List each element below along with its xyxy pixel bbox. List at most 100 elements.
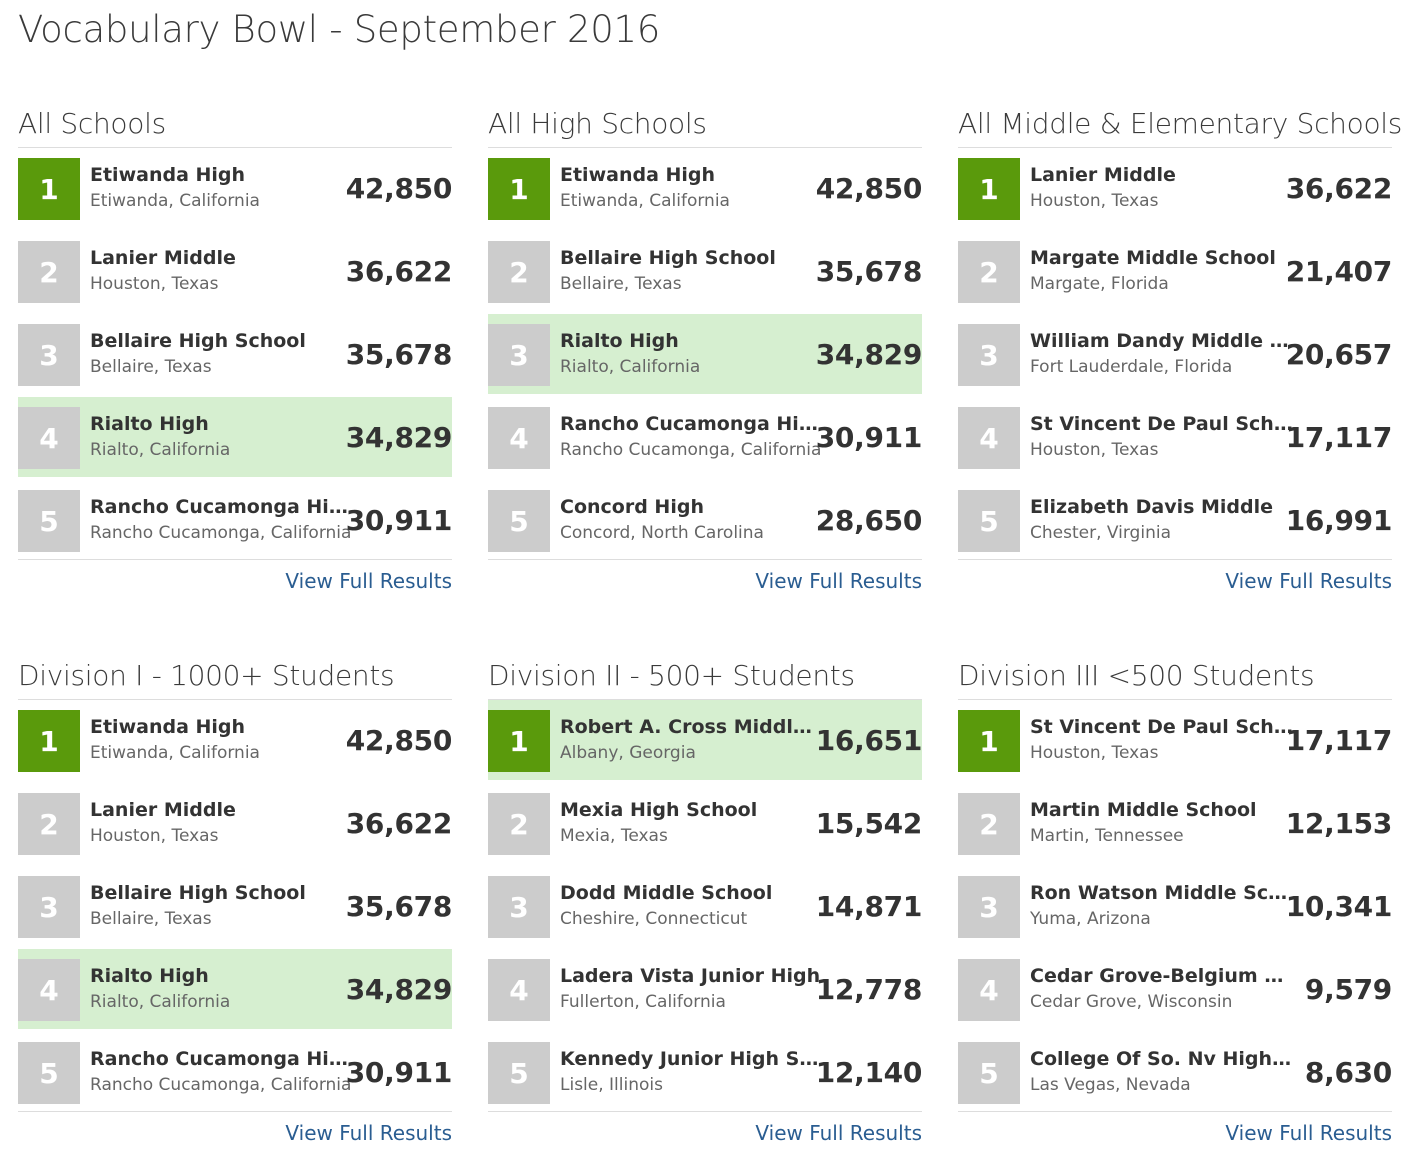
rank-badge: 1 (958, 710, 1020, 772)
rank-badge: 2 (488, 241, 550, 303)
leaderboard-rows: 1 Robert A. Cross Middle M... Albany, Geor… (488, 700, 922, 1125)
leaderboard-title: All Middle & Elementary Schools (958, 102, 1402, 148)
school-score: 30,911 (345, 504, 453, 537)
leaderboard-row[interactable]: 5 College Of So. Nv High Sc... Las Vegas, … (958, 1042, 1392, 1125)
leaderboard-row[interactable]: 2 Lanier Middle Houston, Texas 36,622 (18, 793, 452, 876)
leaderboard-rows: 1 Etiwanda High Etiwanda, California 42,850… (488, 148, 922, 573)
leaderboard-row[interactable]: 5 Rancho Cucamonga High Rancho Cucamonga, … (18, 1042, 452, 1125)
leaderboard-row[interactable]: 4 Rancho Cucamonga High Rancho Cucamonga, … (488, 407, 922, 490)
leaderboard-footer: View Full Results (488, 559, 922, 599)
rank-badge: 5 (488, 490, 550, 552)
leaderboard-row[interactable]: 1 Etiwanda High Etiwanda, California 42,850 (18, 158, 452, 241)
rank-badge: 1 (488, 710, 550, 772)
leaderboard-row[interactable]: 4 Rialto High Rialto, California 34,829 (18, 949, 452, 1042)
view-full-results-link[interactable]: View Full Results (755, 569, 922, 593)
leaderboard-row[interactable]: 1 Robert A. Cross Middle M... Albany, Geor… (488, 700, 922, 793)
rank-badge: 5 (18, 1042, 80, 1104)
leaderboard-row[interactable]: 1 Lanier Middle Houston, Texas 36,622 (958, 158, 1392, 241)
leaderboard-rows: 1 Etiwanda High Etiwanda, California 42,850… (18, 148, 452, 573)
school-location: Rialto, California (90, 440, 231, 460)
highlight-background (18, 949, 452, 1029)
rank-badge: 4 (488, 959, 550, 1021)
rank-badge: 3 (958, 324, 1020, 386)
rank-badge: 4 (488, 407, 550, 469)
view-full-results-link[interactable]: View Full Results (285, 1121, 452, 1145)
leaderboard-rows: 1 Etiwanda High Etiwanda, California 42,850… (18, 700, 452, 1125)
rank-badge: 2 (958, 241, 1020, 303)
school-name: Bellaire High School (90, 882, 306, 904)
leaderboard: Division III <500 Students 1 St Vincent De… (958, 654, 1392, 1151)
leaderboard-row[interactable]: 2 Bellaire High School Bellaire, Texas 35,6… (488, 241, 922, 324)
school-location: Martin, Tennessee (1030, 826, 1184, 846)
school-score: 34,829 (815, 338, 923, 371)
school-location: Houston, Texas (1030, 440, 1159, 460)
leaderboard-title: Division II - 500+ Students (488, 654, 922, 700)
leaderboard-row[interactable]: 1 Etiwanda High Etiwanda, California 42,850 (18, 710, 452, 793)
leaderboard-row[interactable]: 3 Bellaire High School Bellaire, Texas 35,6… (18, 876, 452, 959)
school-name: Etiwanda High (560, 164, 716, 186)
school-score: 9,579 (1304, 973, 1392, 1006)
school-name: Concord High (560, 496, 704, 518)
view-full-results-link[interactable]: View Full Results (285, 569, 452, 593)
view-full-results-link[interactable]: View Full Results (1225, 1121, 1392, 1145)
school-name: Etiwanda High (90, 716, 246, 738)
school-location: Bellaire, Texas (560, 274, 682, 294)
school-name: College Of So. Nv High Sc... (1030, 1048, 1294, 1070)
school-name: Rancho Cucamonga High (90, 496, 354, 518)
leaderboard-row[interactable]: 5 Rancho Cucamonga High Rancho Cucamonga, … (18, 490, 452, 573)
leaderboard-row[interactable]: 3 Dodd Middle School Cheshire, Connecticut… (488, 876, 922, 959)
school-name: Rialto High (90, 413, 209, 435)
school-name: Lanier Middle (90, 799, 236, 821)
leaderboard-row[interactable]: 1 St Vincent De Paul School Houston, Texas… (958, 710, 1392, 793)
rank-badge: 5 (488, 1042, 550, 1104)
school-score: 42,850 (815, 172, 923, 205)
leaderboard-row[interactable]: 2 Mexia High School Mexia, Texas 15,542 (488, 793, 922, 876)
leaderboard-row[interactable]: 5 Kennedy Junior High School Lisle, Illino… (488, 1042, 922, 1125)
school-score: 17,117 (1285, 724, 1393, 757)
school-score: 8,630 (1304, 1056, 1392, 1089)
leaderboard-footer: View Full Results (488, 1111, 922, 1151)
rank-badge: 3 (18, 324, 80, 386)
view-full-results-link[interactable]: View Full Results (1225, 569, 1392, 593)
leaderboard-row[interactable]: 1 Etiwanda High Etiwanda, California 42,850 (488, 158, 922, 241)
leaderboard-row[interactable]: 3 Ron Watson Middle School Yuma, Arizona 10… (958, 876, 1392, 959)
rank-badge: 4 (958, 407, 1020, 469)
school-location: Etiwanda, California (90, 743, 260, 763)
rank-badge: 4 (958, 959, 1020, 1021)
school-location: Concord, North Carolina (560, 523, 764, 543)
rank-badge: 3 (958, 876, 1020, 938)
school-name: Robert A. Cross Middle M... (560, 716, 824, 738)
leaderboard-row[interactable]: 3 Bellaire High School Bellaire, Texas 35,6… (18, 324, 452, 407)
school-location: Margate, Florida (1030, 274, 1169, 294)
school-score: 12,153 (1285, 807, 1393, 840)
leaderboard-row[interactable]: 2 Lanier Middle Houston, Texas 36,622 (18, 241, 452, 324)
leaderboard-row[interactable]: 4 Rialto High Rialto, California 34,829 (18, 397, 452, 490)
rank-badge: 2 (18, 241, 80, 303)
leaderboard-row[interactable]: 4 St Vincent De Paul School Houston, Texas… (958, 407, 1392, 490)
leaderboard-row[interactable]: 5 Elizabeth Davis Middle Chester, Virginia… (958, 490, 1392, 573)
school-location: Mexia, Texas (560, 826, 668, 846)
school-name: Ron Watson Middle School (1030, 882, 1294, 904)
school-score: 10,341 (1285, 890, 1393, 923)
school-location: Cheshire, Connecticut (560, 909, 748, 929)
view-full-results-link[interactable]: View Full Results (755, 1121, 922, 1145)
leaderboard-row[interactable]: 3 Rialto High Rialto, California 34,829 (488, 314, 923, 407)
leaderboard-row[interactable]: 3 William Dandy Middle Sch... Fort Lauderd… (958, 324, 1392, 407)
leaderboard-row[interactable]: 2 Margate Middle School Margate, Florida 21… (958, 241, 1392, 324)
school-location: Houston, Texas (1030, 191, 1159, 211)
leaderboard-row[interactable]: 4 Cedar Grove-Belgium High Cedar Grove, Wi… (958, 959, 1392, 1042)
school-score: 15,542 (815, 807, 923, 840)
school-score: 30,911 (345, 1056, 453, 1089)
leaderboard: All Middle & Elementary Schools 1 Lanier M… (958, 102, 1402, 599)
school-location: Houston, Texas (1030, 743, 1159, 763)
leaderboard-row[interactable]: 2 Martin Middle School Martin, Tennessee 12… (958, 793, 1392, 876)
school-location: Rancho Cucamonga, California (90, 1075, 352, 1095)
school-name: St Vincent De Paul School (1030, 413, 1294, 435)
school-name: Ladera Vista Junior High (560, 965, 821, 987)
school-name: Kennedy Junior High School (560, 1048, 824, 1070)
school-name: William Dandy Middle Sch... (1030, 330, 1294, 352)
leaderboard-row[interactable]: 4 Ladera Vista Junior High Fullerton, Cali… (488, 959, 922, 1042)
highlight-background (18, 397, 452, 477)
school-location: Rancho Cucamonga, California (560, 440, 822, 460)
leaderboard-row[interactable]: 5 Concord High Concord, North Carolina 28,6… (488, 490, 922, 573)
